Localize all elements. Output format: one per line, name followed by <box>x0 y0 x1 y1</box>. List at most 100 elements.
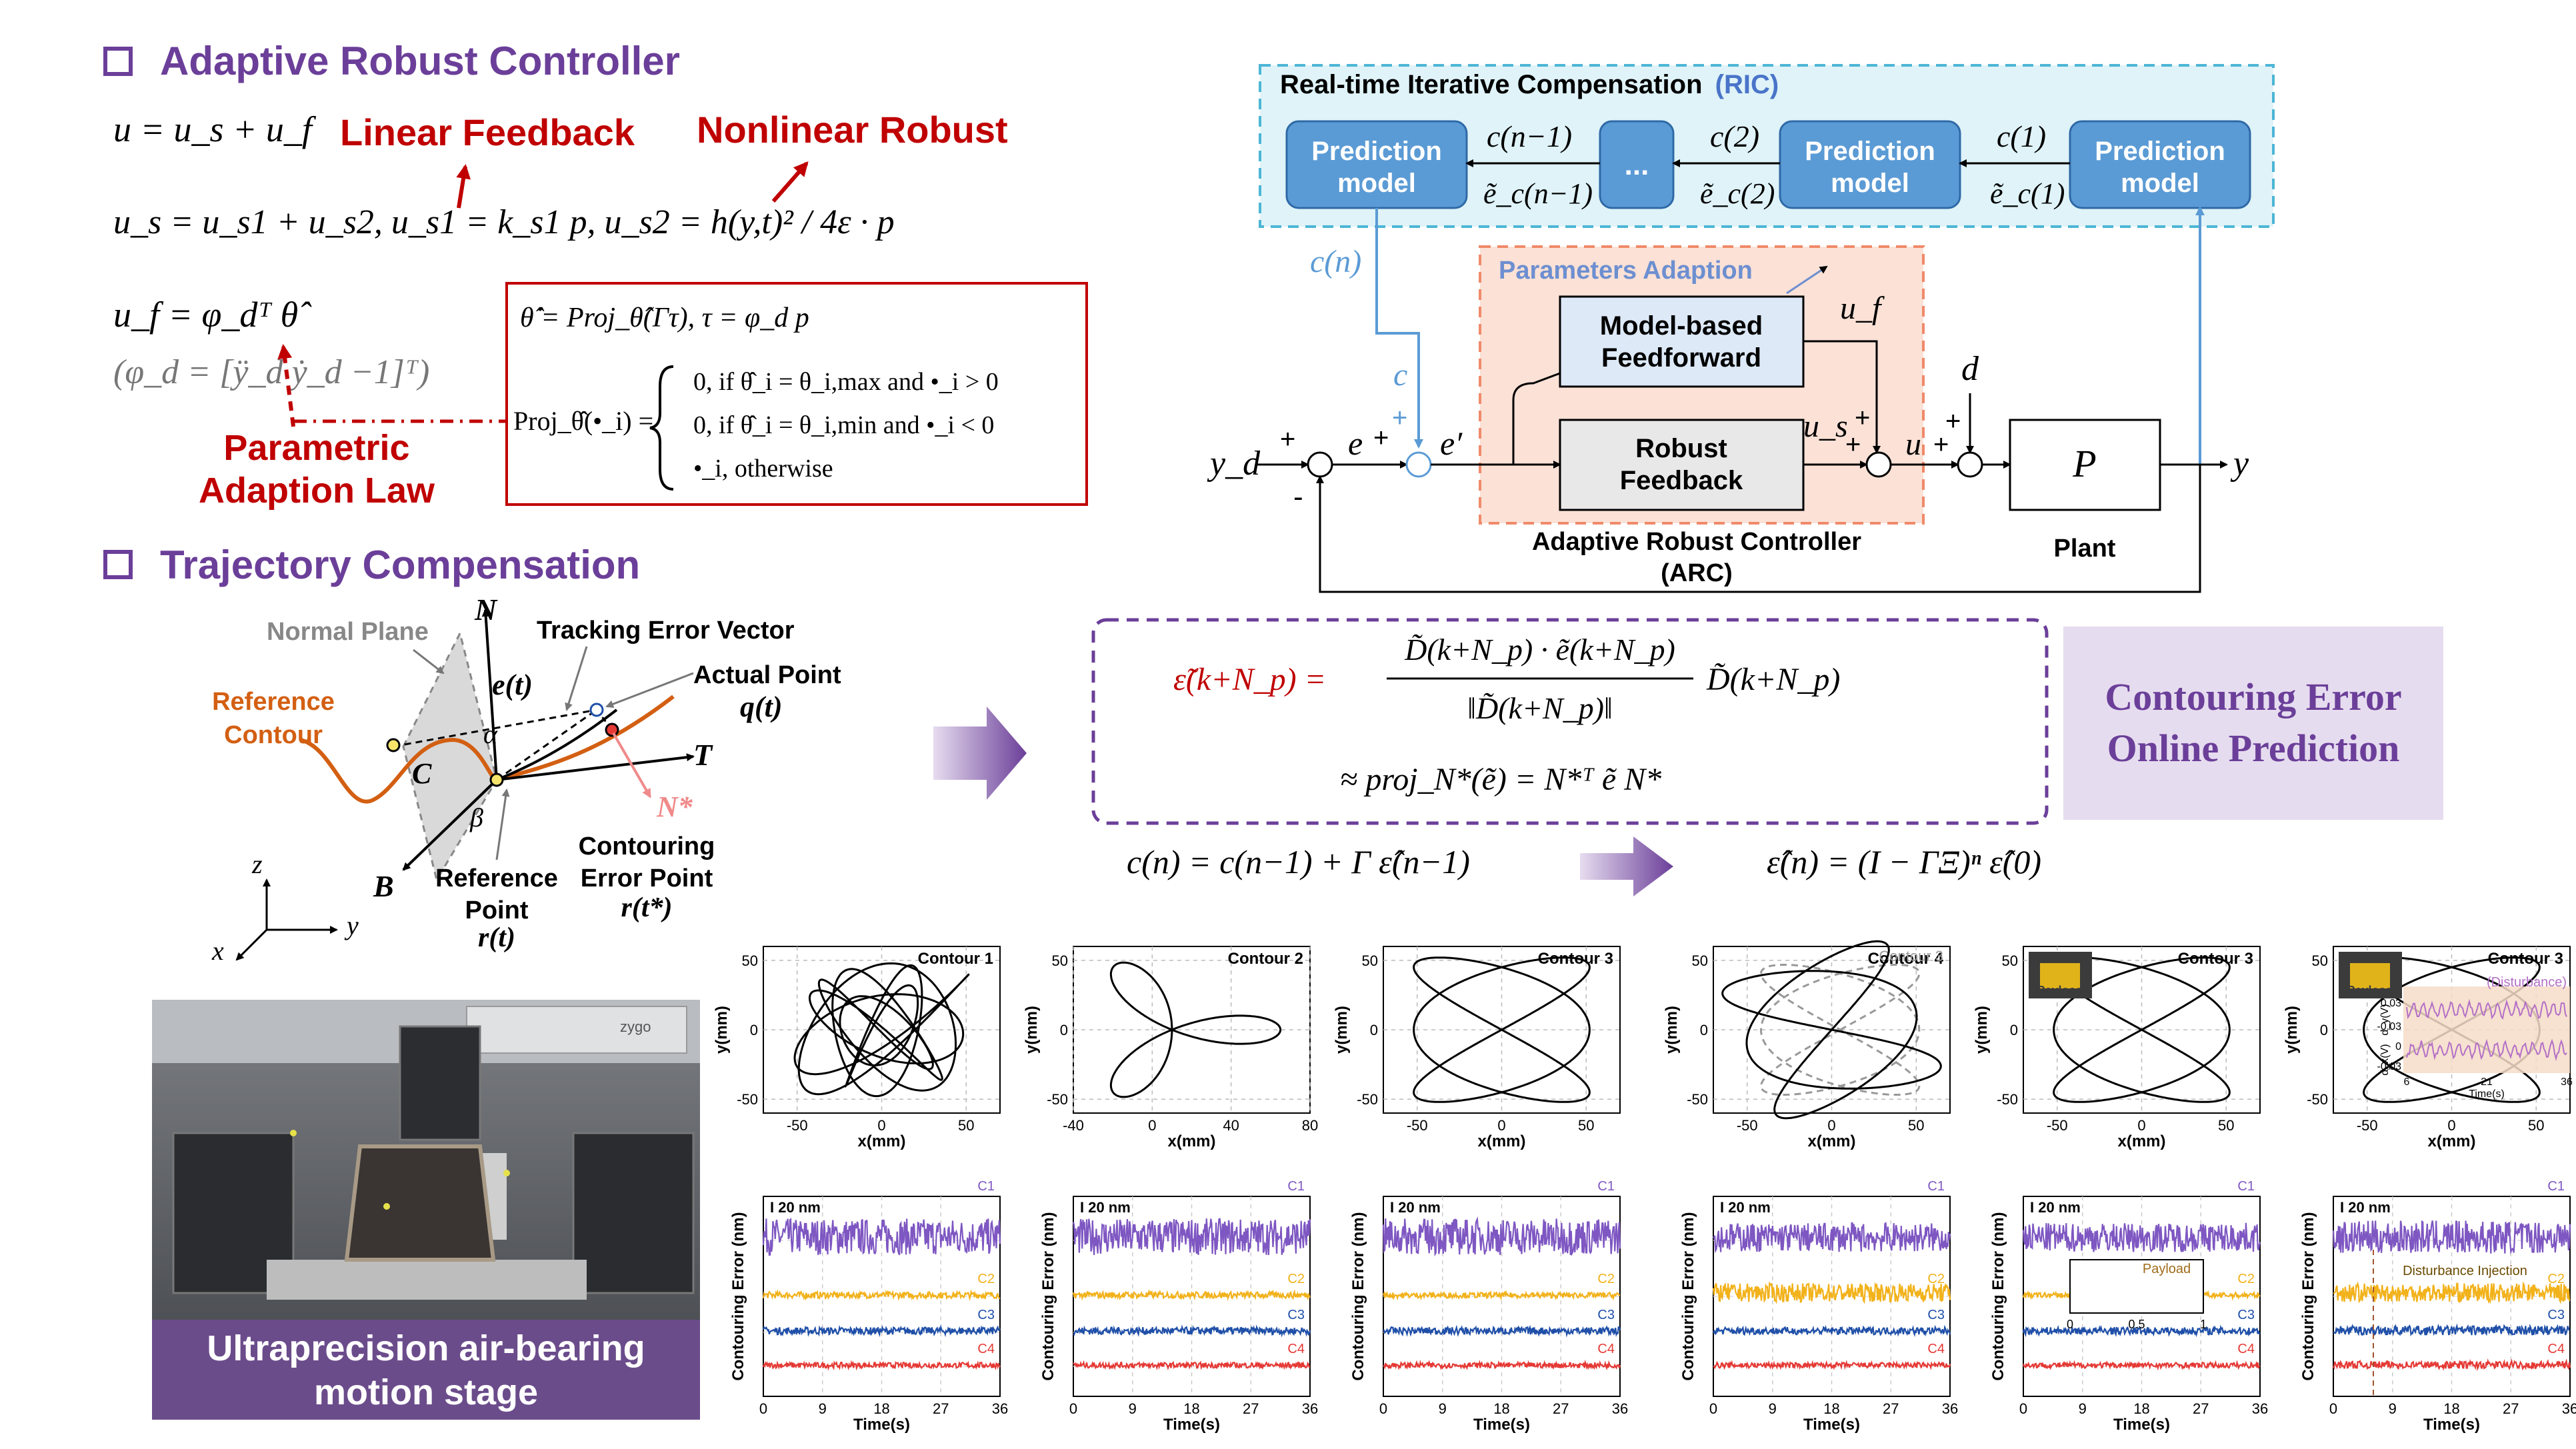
c-1-label: c(1) <box>1997 119 2046 153</box>
payload-block-icon <box>2350 963 2390 988</box>
model-ff-block <box>1559 295 1805 388</box>
inset-area <box>2403 986 2570 1073</box>
series-label: C3 <box>977 1308 995 1322</box>
x-axis-label: Time(s) <box>1473 1416 1530 1434</box>
scale-bar-label: I 20 nm <box>2030 1199 2081 1216</box>
series-label: C4 <box>2237 1342 2255 1356</box>
e-1-label: ẽ_c(1) <box>1990 177 2065 210</box>
error-series-C4 <box>1383 1359 1621 1370</box>
x-tick-label: 0 <box>2137 1117 2145 1134</box>
plus-sign: + <box>1945 407 1961 436</box>
plus-sign: + <box>1845 430 1861 459</box>
d-label: d <box>1961 350 1979 388</box>
error-series-C2 <box>1712 1281 1951 1304</box>
y-axis-label: y(mm) <box>2283 1006 2301 1054</box>
scale-bar-label: I 20 nm <box>2340 1199 2391 1216</box>
x-axis-label: Time(s) <box>1163 1416 1220 1434</box>
photo-caption: Ultraprecision air-bearing motion stage <box>152 1320 700 1420</box>
injection-label: Disturbance Injection <box>2403 1264 2527 1278</box>
x-tick-label: 36 <box>1942 1400 1958 1417</box>
actual-path-segment <box>496 709 618 781</box>
arc-label-acronym: (ARC) <box>1661 559 1733 587</box>
series-label: C1 <box>2547 1179 2565 1194</box>
model-ff-label: Model-based <box>1600 311 1763 341</box>
inset-ytick: 0.03 <box>2381 998 2401 1009</box>
c-n-minus-1-label: c(n−1) <box>1487 119 1572 153</box>
chart-panel-10: 0 9 18 27 36 C1 C2 C3 C4 I 20 nm Time(s) Contouring… <box>1679 1179 1958 1434</box>
x-tick-label: 9 <box>1439 1400 1447 1417</box>
r-t-label: r(t) <box>478 922 515 953</box>
x-tick-label: 36 <box>2252 1400 2268 1417</box>
error-series-C3 <box>1073 1324 1311 1338</box>
chart-panel-11: 0 9 18 27 36 C1 C2 C3 C4 I 20 nm Time(s) Contouring… <box>1989 1179 2268 1434</box>
eq-u: u = u_s + u_f <box>113 109 317 149</box>
y-tick-label: -50 <box>737 1091 758 1108</box>
x-axis-label: Time(s) <box>853 1416 910 1434</box>
y-tick-label: 0 <box>1060 1022 1068 1038</box>
x-tick-label: 9 <box>1129 1400 1137 1417</box>
model-ff-label: Feedforward <box>1601 343 1761 373</box>
x-tick-label: 36 <box>1612 1400 1628 1417</box>
x-tick-label: 9 <box>2079 1400 2087 1417</box>
contour-curve <box>1721 940 1942 1120</box>
plus-sign: + <box>1373 423 1389 453</box>
actual-point-marker <box>589 703 604 717</box>
axis-T-label: T <box>693 738 713 772</box>
x-axis-label: x(mm) <box>2427 1132 2475 1150</box>
y-axis-label: Contouring Error (nm) <box>1349 1212 1367 1380</box>
eq-uf: u_f = φ_dᵀ θ̂ <box>113 295 312 335</box>
error-series-C2 <box>762 1289 1001 1302</box>
ff-input-line <box>1512 372 1561 465</box>
e-2-label: ẽ_c(2) <box>1700 177 1775 210</box>
x-axis-label: Time(s) <box>2113 1416 2170 1434</box>
c-n-label: c(n) <box>1310 244 1361 279</box>
x-tick-label: 18 <box>2443 1400 2459 1417</box>
inset-xtick: 0.5 <box>2128 1318 2145 1331</box>
ric-title-text: Real-time Iterative Compensation <box>1280 70 1703 99</box>
x-tick-label: -50 <box>1407 1117 1428 1134</box>
x-tick-label: 40 <box>1223 1117 1239 1134</box>
x-tick-label: 27 <box>1553 1400 1569 1417</box>
photo-marker <box>290 1130 297 1136</box>
chart-panel-7: 0 9 18 27 36 C1 C2 C3 C4 I 20 nm Time(s) Contouring… <box>729 1179 1008 1434</box>
scale-bar-label: I 20 nm <box>770 1199 821 1216</box>
y-tick-label: 50 <box>2312 952 2328 969</box>
error-series-C3 <box>1712 1324 1951 1338</box>
series-label: C4 <box>2547 1342 2565 1356</box>
chart-panel-1: -50 0 50 -50 0 50 x(mm) y(mm) Contour 1 <box>713 946 1001 1150</box>
z-label: z <box>251 849 263 879</box>
plus-sign: + <box>1933 430 1949 459</box>
series-label: C2 <box>1287 1272 1305 1286</box>
reference-contour-label2: Contour <box>224 721 323 749</box>
y-tick-label: 0 <box>1370 1022 1378 1038</box>
eq-phi: (φ_d = [ÿ_d ẏ_d −1]ᵀ) <box>113 353 429 391</box>
x-axis-label: x(mm) <box>1807 1132 1855 1150</box>
error-series-C1 <box>762 1217 1001 1256</box>
disturbance-label: (Disturbance) <box>2487 975 2567 990</box>
adaption-law-arrow <box>277 344 295 427</box>
x-tick-label: -50 <box>2357 1117 2378 1134</box>
x-tick-label: 0 <box>1069 1400 1077 1417</box>
x-tick-label: 18 <box>1493 1400 1509 1417</box>
y-tick-label: -50 <box>1357 1091 1378 1108</box>
error-series-C4 <box>2022 1360 2261 1371</box>
prediction-model-label: Prediction <box>2095 137 2225 166</box>
x-tick-label: 9 <box>819 1400 827 1417</box>
y-axis-label: Contouring Error (nm) <box>1989 1212 2007 1380</box>
chart-title: Contour 1 <box>918 950 993 968</box>
contouring-error-point-label1: Contouring <box>579 832 715 860</box>
y-tick-label: 0 <box>2010 1022 2018 1038</box>
N-star-label: N* <box>656 790 693 823</box>
x-label: x <box>211 936 224 966</box>
y-label: y <box>2230 445 2249 483</box>
photo-marker <box>383 1203 390 1210</box>
r-tstar-label: r(t*) <box>621 892 673 923</box>
yd-label: y_d <box>1207 445 1261 483</box>
error-series-C2 <box>2333 1281 2571 1304</box>
traj-section: Trajectory Compensation Normal Plane Ref… <box>103 543 841 966</box>
parametric-law-line2: Adaption Law <box>199 471 435 511</box>
